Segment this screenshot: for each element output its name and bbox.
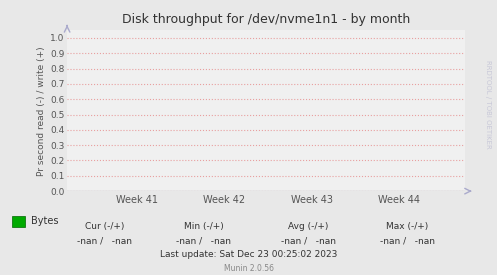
Text: Cur (-/+): Cur (-/+) [84, 222, 124, 231]
Text: -nan /   -nan: -nan / -nan [176, 236, 231, 245]
Text: -nan /   -nan: -nan / -nan [281, 236, 335, 245]
Y-axis label: Pr second read (-) / write (+): Pr second read (-) / write (+) [37, 46, 46, 175]
Text: Avg (-/+): Avg (-/+) [288, 222, 329, 231]
Text: -nan /   -nan: -nan / -nan [77, 236, 132, 245]
Text: Min (-/+): Min (-/+) [184, 222, 224, 231]
Title: Disk throughput for /dev/nvme1n1 - by month: Disk throughput for /dev/nvme1n1 - by mo… [122, 13, 410, 26]
Text: -nan /   -nan: -nan / -nan [380, 236, 435, 245]
Text: Last update: Sat Dec 23 00:25:02 2023: Last update: Sat Dec 23 00:25:02 2023 [160, 250, 337, 259]
Text: Max (-/+): Max (-/+) [386, 222, 429, 231]
Text: Bytes: Bytes [31, 216, 58, 226]
Text: Munin 2.0.56: Munin 2.0.56 [224, 265, 273, 273]
Text: RRDTOOL / TOBI OETIKER: RRDTOOL / TOBI OETIKER [485, 60, 491, 149]
